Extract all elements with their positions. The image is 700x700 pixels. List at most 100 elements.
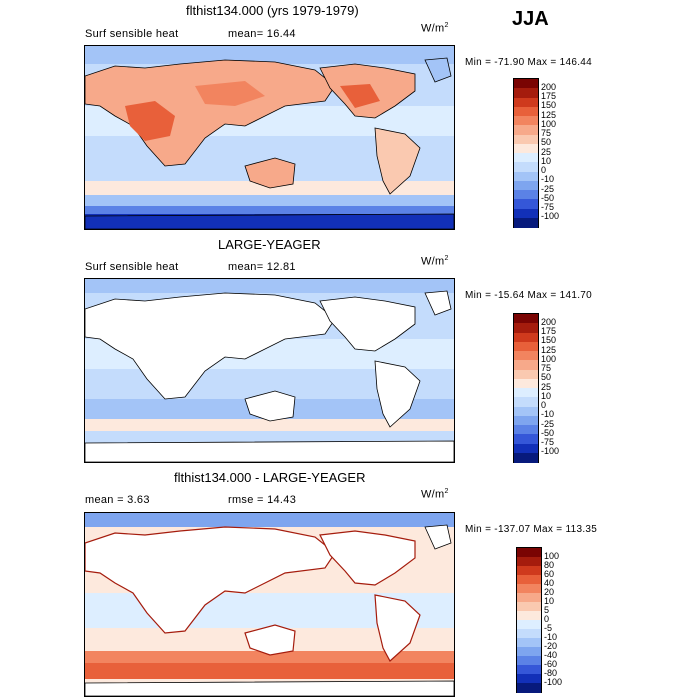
colorbar-tick-label: 75 <box>541 363 552 373</box>
season-label: JJA <box>512 8 549 30</box>
colorbar-tick-label: -100 <box>541 446 560 457</box>
colorbar-swatch <box>514 314 538 324</box>
colorbar-tick-label: 150 <box>541 335 557 346</box>
colorbar-tick-label: -100 <box>544 676 563 687</box>
colorbar-swatch <box>517 557 541 567</box>
colorbar-tick-label: 50 <box>541 372 552 383</box>
colorbar-swatch <box>514 332 538 343</box>
panel-2-colorbar <box>513 313 539 463</box>
colorbar-tick-label: -25 <box>541 183 555 194</box>
panel-2-variable-label: Surf sensible heat <box>85 261 179 273</box>
colorbar-tick-label: -10 <box>541 174 555 185</box>
colorbar-swatch <box>514 116 538 126</box>
colorbar-swatch <box>514 351 538 361</box>
colorbar-swatch <box>517 629 541 639</box>
colorbar-swatch <box>514 341 538 352</box>
colorbar-swatch <box>514 143 538 154</box>
colorbar-tick-label: 10 <box>544 595 555 606</box>
colorbar-swatch <box>514 125 538 135</box>
colorbar-tick-label: 100 <box>541 353 557 364</box>
colorbar-swatch <box>514 415 538 426</box>
colorbar-tick-label: -50 <box>541 192 555 203</box>
colorbar-swatch <box>514 199 538 209</box>
colorbar-swatch <box>514 88 538 98</box>
colorbar-swatch <box>517 548 541 558</box>
colorbar-tick-label: -10 <box>541 409 555 420</box>
panel-2-title: LARGE-YEAGER <box>218 237 321 252</box>
panel-1-variable-label: Surf sensible heat <box>85 28 179 40</box>
colorbar-tick-label: 200 <box>541 81 557 92</box>
colorbar-swatch <box>514 443 538 454</box>
colorbar-tick-label: 175 <box>541 91 557 101</box>
colorbar-swatch <box>514 369 538 380</box>
colorbar-swatch <box>514 388 538 398</box>
colorbar-tick-label: 5 <box>544 604 550 615</box>
panel-1-map <box>84 45 455 230</box>
colorbar-tick-label: -40 <box>544 649 558 660</box>
colorbar-swatch <box>514 360 538 370</box>
colorbar-swatch <box>514 106 538 117</box>
colorbar-tick-label: 0 <box>541 400 547 410</box>
panel-3-title: flthist134.000 - LARGE-YEAGER <box>174 470 366 485</box>
colorbar-tick-label: 25 <box>541 381 552 392</box>
colorbar-tick-label: 0 <box>544 613 550 624</box>
colorbar-tick-label: 80 <box>544 559 555 570</box>
colorbar-swatch <box>514 397 538 407</box>
panel-1-units: W/m2 <box>421 22 449 35</box>
colorbar-tick-label: -100 <box>541 211 560 222</box>
colorbar-swatch <box>514 323 538 333</box>
colorbar-tick-label: -50 <box>541 427 555 438</box>
colorbar-tick-label: 75 <box>541 128 552 138</box>
panel-1-title: flthist134.000 (yrs 1979-1979) <box>186 3 359 18</box>
colorbar-swatch <box>517 602 541 612</box>
colorbar-swatch <box>517 584 541 594</box>
colorbar-swatch <box>517 683 541 693</box>
panel-3-rmse-label: rmse = 14.43 <box>228 494 297 506</box>
colorbar-swatch <box>514 97 538 108</box>
colorbar-swatch <box>517 674 541 684</box>
colorbar-swatch <box>514 452 538 463</box>
colorbar-swatch <box>517 575 541 585</box>
colorbar-swatch <box>514 208 538 219</box>
colorbar-tick-label: 100 <box>541 118 557 129</box>
colorbar-swatch <box>514 180 538 191</box>
colorbar-swatch <box>514 79 538 89</box>
colorbar-swatch <box>517 665 541 675</box>
panel-2-map <box>84 278 455 463</box>
colorbar-swatch <box>514 134 538 145</box>
colorbar-tick-label: 100 <box>544 550 560 561</box>
panel-3-units: W/m2 <box>421 488 449 501</box>
colorbar-tick-label: -5 <box>544 622 553 633</box>
colorbar-tick-label: 40 <box>544 577 555 588</box>
colorbar-swatch <box>514 406 538 417</box>
colorbar-tick-label: 0 <box>541 165 547 175</box>
colorbar-swatch <box>517 566 541 576</box>
colorbar-swatch <box>517 611 541 621</box>
panel-3-mean-label: mean = 3.63 <box>85 494 150 506</box>
panel-1-minmax: Min = -71.90 Max = 146.44 <box>465 57 593 68</box>
colorbar-tick-label: -60 <box>544 658 558 669</box>
colorbar-tick-label: -75 <box>541 437 555 447</box>
colorbar-tick-label: 200 <box>541 316 557 327</box>
colorbar-tick-label: 60 <box>544 568 555 579</box>
colorbar-tick-label: 175 <box>541 326 557 336</box>
colorbar-swatch <box>517 620 541 630</box>
panel-2-mean-label: mean= 12.81 <box>228 261 296 273</box>
colorbar-tick-label: 25 <box>541 146 552 157</box>
colorbar-tick-label: -25 <box>541 418 555 429</box>
colorbar-tick-label: 20 <box>544 586 555 597</box>
colorbar-tick-label: -75 <box>541 202 555 212</box>
colorbar-tick-label: 10 <box>541 155 552 166</box>
colorbar-swatch <box>517 647 541 657</box>
colorbar-swatch <box>514 171 538 182</box>
colorbar-tick-label: 125 <box>541 344 557 355</box>
panel-2-minmax: Min = -15.64 Max = 141.70 <box>465 290 593 301</box>
panel-3-minmax: Min = -137.07 Max = 113.35 <box>465 524 598 535</box>
colorbar-tick-label: 150 <box>541 100 557 111</box>
colorbar-tick-label: 50 <box>541 137 552 148</box>
panel-2-units: W/m2 <box>421 255 449 268</box>
panel-3-colorbar <box>516 547 542 693</box>
colorbar-swatch <box>514 153 538 163</box>
colorbar-swatch <box>514 217 538 228</box>
colorbar-swatch <box>514 162 538 172</box>
